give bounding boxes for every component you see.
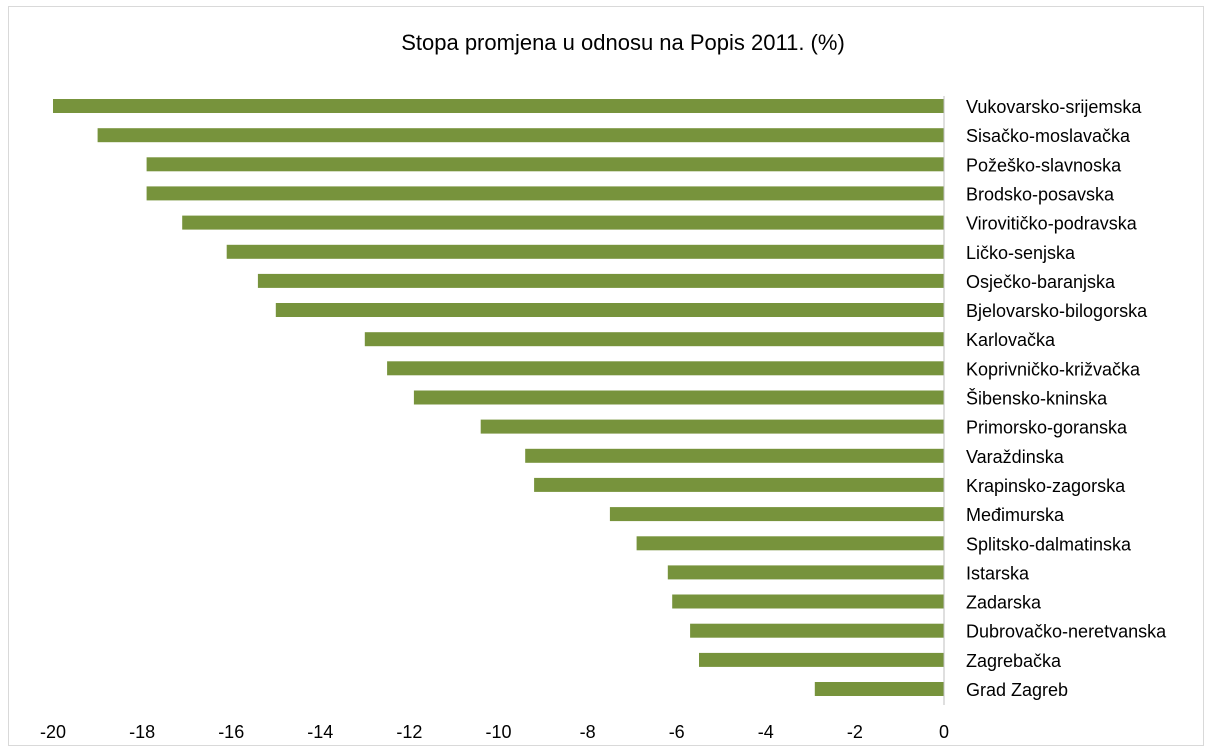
bar-12 <box>480 419 944 434</box>
category-label-6: Ličko-senjska <box>966 243 1076 263</box>
bar-9 <box>364 332 944 347</box>
x-tick-label-3: -16 <box>218 722 244 742</box>
category-label-19: Dubrovačko-neretvanska <box>966 622 1167 642</box>
category-label-17: Istarska <box>966 563 1030 583</box>
bar-6 <box>226 244 944 259</box>
x-tick-label-6: -10 <box>485 722 511 742</box>
bar-16 <box>636 536 944 551</box>
bar-2 <box>97 128 945 143</box>
x-tick-label-2: -18 <box>129 722 155 742</box>
x-tick-label-11: 0 <box>939 722 949 742</box>
category-label-13: Varaždinska <box>966 447 1065 467</box>
category-label-5: Virovitičko-podravska <box>966 214 1138 234</box>
category-label-8: Bjelovarsko-bilogorska <box>966 301 1148 321</box>
bar-5 <box>182 215 944 230</box>
category-label-16: Splitsko-dalmatinska <box>966 534 1132 554</box>
category-label-1: Vukovarsko-srijemska <box>966 97 1142 117</box>
x-tick-label-4: -14 <box>307 722 333 742</box>
bar-20 <box>699 652 944 667</box>
category-label-20: Zagrebačka <box>966 651 1062 671</box>
category-label-3: Požeško-slavnoska <box>966 155 1122 175</box>
x-tick-label-9: -4 <box>758 722 774 742</box>
bar-19 <box>690 623 944 638</box>
category-label-10: Koprivničko-križvačka <box>966 359 1141 379</box>
x-tick-label-10: -2 <box>847 722 863 742</box>
bar-1 <box>53 99 944 113</box>
bar-11 <box>413 390 944 405</box>
category-label-2: Sisačko-moslavačka <box>966 126 1131 146</box>
category-label-14: Krapinsko-zagorska <box>966 476 1126 496</box>
bar-10 <box>387 361 945 376</box>
bar-21 <box>814 682 944 696</box>
x-tick-label-7: -8 <box>580 722 596 742</box>
bar-15 <box>609 507 944 522</box>
category-label-11: Šibensko-kninska <box>966 388 1108 409</box>
category-label-4: Brodsko-posavska <box>966 184 1115 204</box>
x-tick-label-8: -6 <box>669 722 685 742</box>
bar-8 <box>275 303 945 317</box>
chart-title: Stopa promjena u odnosu na Popis 2011. (… <box>401 30 845 55</box>
bar-18 <box>672 594 944 609</box>
x-tick-label-1: -20 <box>40 722 66 742</box>
category-label-21: Grad Zagreb <box>966 680 1068 700</box>
category-label-7: Osječko-baranjska <box>966 272 1116 292</box>
bar-17 <box>667 565 944 580</box>
bar-14 <box>534 477 944 492</box>
bar-13 <box>525 448 944 463</box>
x-tick-label-5: -12 <box>396 722 422 742</box>
category-label-15: Međimurska <box>966 505 1065 525</box>
category-label-9: Karlovačka <box>966 330 1056 350</box>
category-label-12: Primorsko-goranska <box>966 418 1128 438</box>
bar-3 <box>146 157 945 172</box>
category-label-18: Zadarska <box>966 593 1042 613</box>
bar-7 <box>257 273 944 288</box>
bar-4 <box>146 186 945 201</box>
